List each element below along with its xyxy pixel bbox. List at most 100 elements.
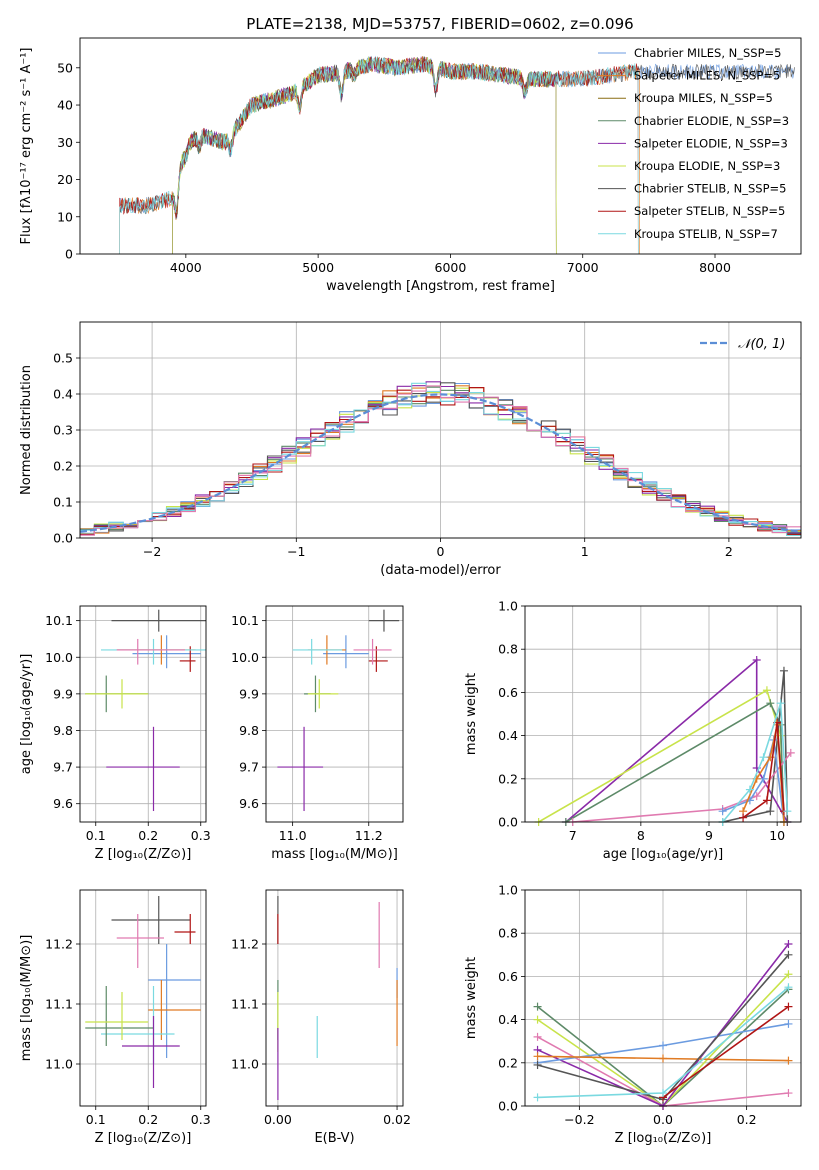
x-axis-label: Z [log₁₀(Z/Z⊙)] [95,847,192,862]
plot-frame [79,889,207,1107]
legend-label: Salpeter ELODIE, N_SSP=3 [634,136,788,150]
y-tick-label: 9.8 [239,723,259,738]
spectrum-line-kroupa-stelib [119,57,639,254]
page-title: PLATE=2138, MJD=53757, FIBERID=0602, z=0… [246,15,633,33]
x-tick-label: 6000 [435,260,467,275]
weight-marker [766,807,775,816]
age-vs-mass-panel: 11.0 11.2 9.6 9.7 9.8 9.9 10.0 10.1 mass [log₁₀(… [231,605,404,862]
weight-line-salpeter-elodie [537,943,790,1106]
x-tick-label: 11.2 [355,828,383,843]
y-tick-label: 50 [57,60,73,75]
x-tick-label: 11.0 [279,828,307,843]
x-tick-label: 0.02 [383,1112,411,1127]
x-tick-label: 0.2 [138,1112,158,1127]
residuals-panel: −2 −1 0 1 2 0.0 0.1 0.2 0.3 0.4 0.5 (data-model)/er… [19,321,802,578]
x-tick-label: 0.2 [737,1112,757,1127]
x-axis-label: Z [log₁₀(Z/Z⊙)] [95,1131,192,1146]
x-tick-label: −2 [143,544,161,559]
y-tick-label: 0.8 [498,926,518,941]
legend-label: Kroupa MILES, N_SSP=5 [634,91,773,105]
y-tick-label: 0.4 [53,387,73,402]
y-tick-label: 10.0 [45,650,73,665]
x-tick-label: 0.2 [138,828,158,843]
weight-marker [533,1032,542,1041]
weight-vs-age-panel: 7 8 9 10 0.0 0.2 0.4 0.6 0.8 1.0 age [log₁₀(age/yr… [464,599,802,862]
plot-frame [265,605,404,823]
x-tick-label: 10 [769,828,785,843]
x-tick-label: 2 [725,544,733,559]
y-tick-label: 0.0 [53,531,73,546]
y-tick-label: 0.8 [498,642,518,657]
x-tick-label: 5000 [302,260,334,275]
mass-vs-z-panel: 0.1 0.2 0.3 11.0 11.1 11.2 Z [log₁₀(Z/Z⊙)] mass… [19,889,211,1146]
legend-label: Kroupa STELIB, N_SSP=7 [634,227,778,241]
y-tick-label: 0.2 [498,1055,518,1070]
weight-marker [533,1093,542,1102]
plot-frame [79,37,802,255]
weight-line-salpeter-stelib [742,722,785,819]
x-tick-label: 4000 [170,260,202,275]
y-tick-label: 11.2 [231,937,259,952]
legend-label: Salpeter MILES, N_SSP=5 [634,69,780,83]
weight-line-chabrier-elodie [565,702,785,822]
y-tick-label: 9.7 [239,760,259,775]
legend-label: Chabrier ELODIE, N_SSP=3 [634,114,789,128]
y-tick-label: 9.6 [53,796,73,811]
y-tick-label: 0.5 [53,351,73,366]
y-tick-label: 0.4 [498,1012,518,1027]
weight-vs-z-panel: −0.2 0.0 0.2 0.0 0.2 0.4 0.6 0.8 1.0 Z [log₁₀(Z/Z… [464,883,802,1146]
weight-marker [776,699,785,708]
hist-extra-pink [80,385,801,536]
y-tick-label: 0.2 [498,771,518,786]
plot-frame [524,605,802,823]
weight-line-chabrier-elodie [537,988,790,1106]
x-axis-label: wavelength [Angstrom, rest frame] [326,279,555,294]
weight-marker [533,1015,542,1024]
legend-label: Kroupa ELODIE, N_SSP=3 [634,159,780,173]
x-tick-label: 0.1 [86,828,106,843]
y-axis-label: mass weight [464,673,479,755]
weight-line-salpeter-stelib [662,1005,789,1099]
mass-vs-ebv-panel: 0.00 0.02 11.0 11.1 11.2 E(B-V) [231,889,411,1146]
weight-marker [784,970,793,979]
weight-marker [784,1056,793,1065]
x-tick-label: 0.3 [191,1112,211,1127]
y-tick-label: 0.0 [498,815,518,830]
weight-marker [533,1060,542,1069]
weight-marker [759,774,768,783]
weight-line-kroupa-elodie [537,973,790,1106]
y-tick-label: 0.2 [53,459,73,474]
y-tick-label: 0 [65,247,73,262]
weight-marker [784,983,793,992]
x-tick-label: 0.1 [86,1112,106,1127]
y-tick-label: 0.1 [53,495,73,510]
y-tick-label: 1.0 [498,883,518,898]
y-tick-label: 9.7 [53,760,73,775]
weight-marker [752,792,761,801]
plot-frame [79,605,207,823]
x-tick-label: 8 [637,828,645,843]
y-tick-label: 40 [57,98,73,113]
x-tick-label: 8000 [699,260,731,275]
x-tick-label: 9 [705,828,713,843]
y-tick-label: 11.0 [45,1057,73,1072]
y-tick-label: 9.9 [239,686,259,701]
y-tick-label: 20 [57,172,73,187]
weight-marker [784,1089,793,1098]
weight-marker [718,807,727,816]
weight-line-chabrier-stelib [722,670,789,822]
weight-marker [762,796,771,805]
spectrum-panel: 4000 5000 6000 7000 8000 0 10 20 30 40 50 wavelengt… [19,37,802,294]
x-tick-label: 7000 [567,260,599,275]
weight-marker [759,753,768,762]
x-tick-label: 1 [581,544,589,559]
weight-marker [784,1002,793,1011]
plot-frame [524,889,802,1107]
y-axis-label: mass weight [464,957,479,1039]
weight-marker [533,1002,542,1011]
y-tick-label: 9.8 [53,723,73,738]
weight-marker [766,699,775,708]
y-tick-label: 10.0 [231,650,259,665]
weight-marker [659,1054,667,1063]
